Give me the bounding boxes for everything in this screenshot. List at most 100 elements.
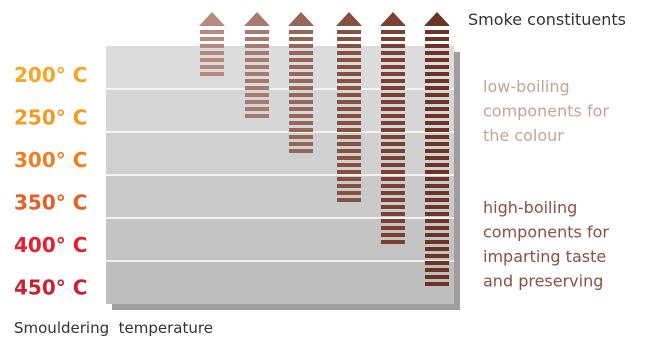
arrow-stripe xyxy=(200,72,224,76)
high-annotation-line: components for xyxy=(483,223,609,242)
arrow-stripe xyxy=(245,72,269,76)
arrow-stripe xyxy=(425,198,449,202)
arrow-stripe xyxy=(425,247,449,251)
arrow-stripe xyxy=(381,79,405,83)
arrow-stripe xyxy=(381,219,405,223)
arrow-stripe xyxy=(425,142,449,146)
arrow-stripe xyxy=(245,51,269,55)
arrow-stripe xyxy=(425,37,449,41)
arrow-stripe xyxy=(200,37,224,41)
temperature-band xyxy=(106,132,454,175)
arrow-head xyxy=(380,12,406,26)
arrow-stripe xyxy=(381,58,405,62)
arrow-stripe xyxy=(425,233,449,237)
arrow-stripe xyxy=(245,58,269,62)
arrow-head xyxy=(288,12,314,26)
arrow-stripe xyxy=(381,30,405,34)
arrow-stripe xyxy=(200,44,224,48)
arrow-stripe xyxy=(381,72,405,76)
arrow-stripe xyxy=(337,44,361,48)
temperature-bands xyxy=(106,46,454,304)
arrow-stripe xyxy=(337,100,361,104)
arrow-stripe xyxy=(425,254,449,258)
arrow-stripe xyxy=(200,51,224,55)
arrow-stripe xyxy=(289,107,313,111)
arrow-stripe xyxy=(425,275,449,279)
arrow-head xyxy=(199,12,225,26)
arrow-head xyxy=(424,12,450,26)
arrow-stripe xyxy=(381,212,405,216)
high-boiling-annotation: high-boiling components for imparting tast… xyxy=(483,198,609,291)
arrow-stripe xyxy=(425,86,449,90)
arrow-stripe xyxy=(381,135,405,139)
arrow-stripe xyxy=(245,79,269,83)
arrow-stripe xyxy=(289,86,313,90)
arrow-stripe xyxy=(381,51,405,55)
arrow-stripe xyxy=(425,261,449,265)
arrow-stripe xyxy=(425,121,449,125)
arrow-stripe xyxy=(425,79,449,83)
arrow-stripe xyxy=(337,170,361,174)
arrow-stripe xyxy=(289,149,313,153)
arrow-stripe xyxy=(425,30,449,34)
arrow-stripe xyxy=(289,121,313,125)
arrow-stripe xyxy=(425,282,449,286)
arrow-stripe xyxy=(337,107,361,111)
arrow-stripe xyxy=(245,44,269,48)
arrow-stripe xyxy=(425,212,449,216)
arrow-stripe xyxy=(245,86,269,90)
arrow-stripe xyxy=(425,156,449,160)
arrow-stripe xyxy=(337,93,361,97)
temperature-label: 400° C xyxy=(14,233,87,257)
temperature-label: 200° C xyxy=(14,63,87,87)
arrow-stripe xyxy=(245,107,269,111)
arrow-stripe xyxy=(245,114,269,118)
temperature-label: 350° C xyxy=(14,191,87,215)
arrow-stripe xyxy=(289,58,313,62)
low-annotation-line: components for xyxy=(483,102,609,121)
arrow-stripe xyxy=(289,128,313,132)
arrow-stripe xyxy=(289,37,313,41)
arrow-stripe xyxy=(337,156,361,160)
arrow-stripe xyxy=(381,156,405,160)
arrow-stripe xyxy=(381,86,405,90)
arrow-stripe xyxy=(289,93,313,97)
arrow-stripe xyxy=(381,177,405,181)
arrow-stripe xyxy=(245,37,269,41)
arrow-stripe xyxy=(200,30,224,34)
temperature-band xyxy=(106,175,454,218)
temperature-band xyxy=(106,218,454,261)
arrow-stripe xyxy=(381,114,405,118)
arrow-stripe xyxy=(289,30,313,34)
arrow-stripe xyxy=(425,268,449,272)
arrow-head xyxy=(336,12,362,26)
smoke-arrows xyxy=(199,12,450,286)
arrow-stripe xyxy=(425,184,449,188)
high-annotation-line: and preserving xyxy=(483,272,603,291)
arrow-stripe xyxy=(337,121,361,125)
smoke-arrow xyxy=(380,12,406,244)
arrow-stripe xyxy=(337,163,361,167)
arrow-stripe xyxy=(381,149,405,153)
temperature-labels: 200° C 250° C 300° C 350° C 400° C 450° C xyxy=(14,63,87,300)
smoke-arrow xyxy=(288,12,314,153)
arrow-stripe xyxy=(425,93,449,97)
temperature-label: 250° C xyxy=(14,106,87,130)
high-annotation-line: imparting taste xyxy=(483,247,606,266)
arrow-stripe xyxy=(425,65,449,69)
arrow-stripe xyxy=(425,191,449,195)
arrow-stripe xyxy=(289,44,313,48)
temperature-label: 300° C xyxy=(14,148,87,172)
smoke-arrow xyxy=(336,12,362,202)
arrow-stripe xyxy=(381,198,405,202)
low-annotation-line: the colour xyxy=(483,126,564,145)
arrow-stripe xyxy=(425,177,449,181)
arrow-stripe xyxy=(337,86,361,90)
arrow-stripe xyxy=(381,226,405,230)
arrow-stripe xyxy=(381,121,405,125)
arrow-stripe xyxy=(289,79,313,83)
arrow-stripe xyxy=(381,44,405,48)
x-caption: Smouldering temperature xyxy=(14,319,213,337)
arrow-stripe xyxy=(289,114,313,118)
arrow-stripe xyxy=(245,100,269,104)
